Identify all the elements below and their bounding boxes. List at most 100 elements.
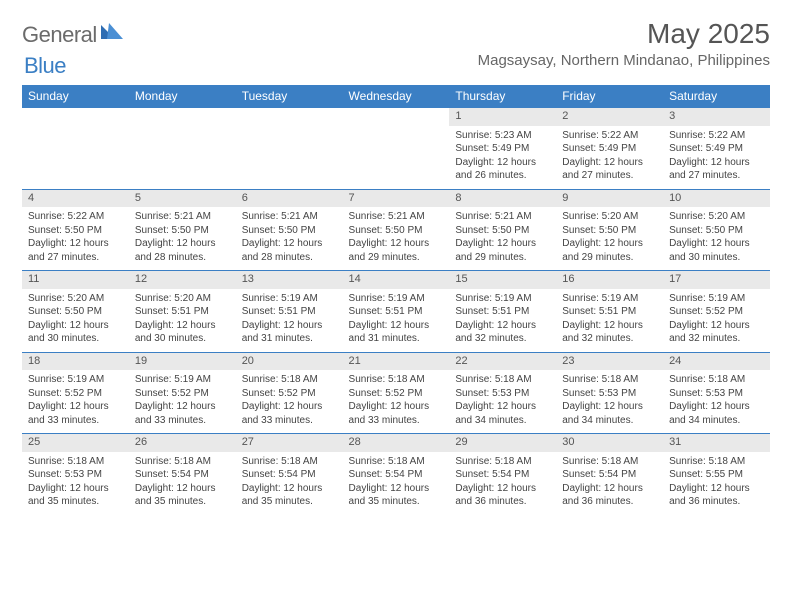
- sunrise-line: Sunrise: 5:18 AM: [562, 373, 657, 387]
- day-detail: Sunrise: 5:18 AMSunset: 5:55 PMDaylight:…: [663, 452, 770, 515]
- day-number-row: 45678910: [22, 189, 770, 207]
- day-number: 14: [343, 271, 450, 289]
- day-number: 1: [449, 108, 556, 126]
- day-detail-row: Sunrise: 5:23 AMSunset: 5:49 PMDaylight:…: [22, 126, 770, 190]
- day-number: 10: [663, 189, 770, 207]
- sunset-line: Sunset: 5:55 PM: [669, 468, 764, 482]
- day-detail: Sunrise: 5:23 AMSunset: 5:49 PMDaylight:…: [449, 126, 556, 190]
- day-number: 27: [236, 434, 343, 452]
- day-number: 21: [343, 352, 450, 370]
- day-detail-row: Sunrise: 5:18 AMSunset: 5:53 PMDaylight:…: [22, 452, 770, 515]
- sunrise-line: Sunrise: 5:18 AM: [349, 373, 444, 387]
- day-detail: Sunrise: 5:21 AMSunset: 5:50 PMDaylight:…: [449, 207, 556, 271]
- day-number: 12: [129, 271, 236, 289]
- location-text: Magsaysay, Northern Mindanao, Philippine…: [478, 52, 770, 69]
- daylight-line: Daylight: 12 hours and 29 minutes.: [349, 237, 444, 264]
- day-number-row: 11121314151617: [22, 271, 770, 289]
- day-number: 23: [556, 352, 663, 370]
- sunset-line: Sunset: 5:50 PM: [562, 224, 657, 238]
- day-detail: Sunrise: 5:19 AMSunset: 5:51 PMDaylight:…: [556, 289, 663, 353]
- daylight-line: Daylight: 12 hours and 27 minutes.: [562, 156, 657, 183]
- day-number: 29: [449, 434, 556, 452]
- daylight-line: Daylight: 12 hours and 34 minutes.: [455, 400, 550, 427]
- day-number-row: 18192021222324: [22, 352, 770, 370]
- sunrise-line: Sunrise: 5:18 AM: [242, 455, 337, 469]
- day-detail: Sunrise: 5:20 AMSunset: 5:50 PMDaylight:…: [22, 289, 129, 353]
- day-number: 15: [449, 271, 556, 289]
- sunrise-line: Sunrise: 5:19 AM: [135, 373, 230, 387]
- daylight-line: Daylight: 12 hours and 33 minutes.: [135, 400, 230, 427]
- sunrise-line: Sunrise: 5:22 AM: [669, 129, 764, 143]
- weekday-header: Monday: [129, 85, 236, 108]
- sunrise-line: Sunrise: 5:21 AM: [455, 210, 550, 224]
- day-detail: Sunrise: 5:19 AMSunset: 5:51 PMDaylight:…: [449, 289, 556, 353]
- day-number: 26: [129, 434, 236, 452]
- sunset-line: Sunset: 5:54 PM: [242, 468, 337, 482]
- sunrise-line: Sunrise: 5:19 AM: [28, 373, 123, 387]
- empty-day-detail: [129, 126, 236, 190]
- empty-day-number: [22, 108, 129, 126]
- day-number: 16: [556, 271, 663, 289]
- sunset-line: Sunset: 5:50 PM: [669, 224, 764, 238]
- day-number: 18: [22, 352, 129, 370]
- day-detail: Sunrise: 5:18 AMSunset: 5:52 PMDaylight:…: [343, 370, 450, 434]
- sunrise-line: Sunrise: 5:18 AM: [455, 455, 550, 469]
- daylight-line: Daylight: 12 hours and 36 minutes.: [562, 482, 657, 509]
- day-detail: Sunrise: 5:19 AMSunset: 5:52 PMDaylight:…: [22, 370, 129, 434]
- day-number: 31: [663, 434, 770, 452]
- daylight-line: Daylight: 12 hours and 29 minutes.: [455, 237, 550, 264]
- day-detail: Sunrise: 5:18 AMSunset: 5:52 PMDaylight:…: [236, 370, 343, 434]
- sunset-line: Sunset: 5:49 PM: [562, 142, 657, 156]
- day-detail: Sunrise: 5:22 AMSunset: 5:49 PMDaylight:…: [663, 126, 770, 190]
- sunset-line: Sunset: 5:52 PM: [669, 305, 764, 319]
- sunrise-line: Sunrise: 5:18 AM: [28, 455, 123, 469]
- brand-triangle-icon: [101, 23, 123, 44]
- daylight-line: Daylight: 12 hours and 35 minutes.: [242, 482, 337, 509]
- sunrise-line: Sunrise: 5:22 AM: [28, 210, 123, 224]
- sunset-line: Sunset: 5:52 PM: [349, 387, 444, 401]
- empty-day-number: [236, 108, 343, 126]
- weekday-header: Thursday: [449, 85, 556, 108]
- sunrise-line: Sunrise: 5:19 AM: [669, 292, 764, 306]
- sunset-line: Sunset: 5:51 PM: [562, 305, 657, 319]
- day-detail: Sunrise: 5:18 AMSunset: 5:54 PMDaylight:…: [236, 452, 343, 515]
- brand-general: General: [22, 22, 97, 48]
- calendar-table: SundayMondayTuesdayWednesdayThursdayFrid…: [22, 85, 770, 515]
- sunrise-line: Sunrise: 5:22 AM: [562, 129, 657, 143]
- daylight-line: Daylight: 12 hours and 31 minutes.: [242, 319, 337, 346]
- sunset-line: Sunset: 5:49 PM: [455, 142, 550, 156]
- sunrise-line: Sunrise: 5:21 AM: [242, 210, 337, 224]
- daylight-line: Daylight: 12 hours and 31 minutes.: [349, 319, 444, 346]
- day-number: 3: [663, 108, 770, 126]
- sunset-line: Sunset: 5:50 PM: [242, 224, 337, 238]
- sunset-line: Sunset: 5:53 PM: [455, 387, 550, 401]
- daylight-line: Daylight: 12 hours and 32 minutes.: [669, 319, 764, 346]
- sunrise-line: Sunrise: 5:19 AM: [349, 292, 444, 306]
- month-title: May 2025: [478, 18, 770, 50]
- sunrise-line: Sunrise: 5:18 AM: [669, 455, 764, 469]
- daylight-line: Daylight: 12 hours and 32 minutes.: [455, 319, 550, 346]
- day-number: 28: [343, 434, 450, 452]
- daylight-line: Daylight: 12 hours and 35 minutes.: [135, 482, 230, 509]
- day-detail: Sunrise: 5:18 AMSunset: 5:53 PMDaylight:…: [663, 370, 770, 434]
- sunset-line: Sunset: 5:50 PM: [455, 224, 550, 238]
- sunrise-line: Sunrise: 5:19 AM: [562, 292, 657, 306]
- weekday-header: Friday: [556, 85, 663, 108]
- sunrise-line: Sunrise: 5:19 AM: [455, 292, 550, 306]
- sunrise-line: Sunrise: 5:18 AM: [349, 455, 444, 469]
- sunset-line: Sunset: 5:49 PM: [669, 142, 764, 156]
- day-number: 30: [556, 434, 663, 452]
- day-number: 20: [236, 352, 343, 370]
- sunset-line: Sunset: 5:54 PM: [349, 468, 444, 482]
- daylight-line: Daylight: 12 hours and 33 minutes.: [242, 400, 337, 427]
- day-detail: Sunrise: 5:20 AMSunset: 5:50 PMDaylight:…: [556, 207, 663, 271]
- day-detail: Sunrise: 5:22 AMSunset: 5:50 PMDaylight:…: [22, 207, 129, 271]
- day-detail: Sunrise: 5:18 AMSunset: 5:53 PMDaylight:…: [22, 452, 129, 515]
- sunrise-line: Sunrise: 5:20 AM: [135, 292, 230, 306]
- sunrise-line: Sunrise: 5:20 AM: [669, 210, 764, 224]
- daylight-line: Daylight: 12 hours and 26 minutes.: [455, 156, 550, 183]
- day-number: 25: [22, 434, 129, 452]
- sunrise-line: Sunrise: 5:18 AM: [455, 373, 550, 387]
- day-detail: Sunrise: 5:18 AMSunset: 5:54 PMDaylight:…: [449, 452, 556, 515]
- daylight-line: Daylight: 12 hours and 27 minutes.: [669, 156, 764, 183]
